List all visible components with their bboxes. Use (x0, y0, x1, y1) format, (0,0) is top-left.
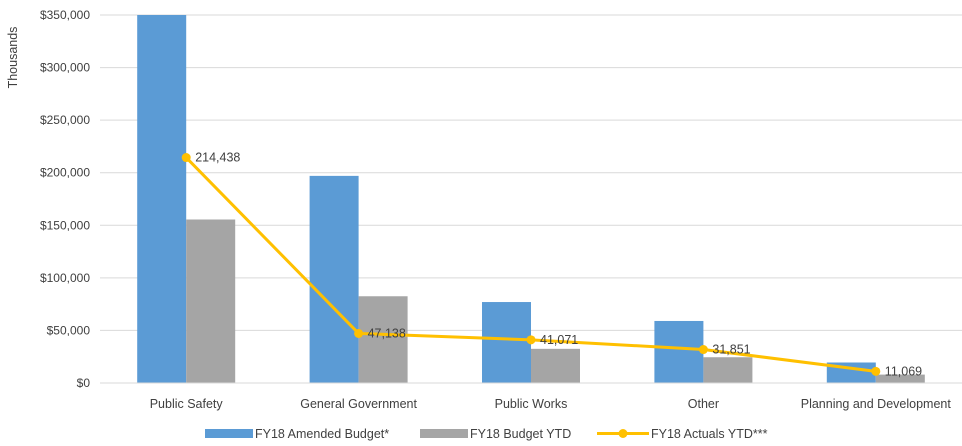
legend-swatch (205, 429, 253, 438)
x-category-label: Public Works (495, 397, 568, 411)
bars (137, 15, 925, 383)
data-label: 11,069 (885, 364, 922, 378)
y-tick-label: $300,000 (40, 61, 90, 75)
actuals-point (871, 366, 881, 376)
x-category-label: General Government (300, 397, 417, 411)
amended-budget-bar (482, 302, 531, 383)
actuals-line-series (181, 153, 881, 376)
budget-ytd-bar (703, 357, 753, 383)
legend: FY18 Amended Budget* FY18 Budget YTD FY18 … (205, 427, 768, 441)
data-labels: 214,438 47,138 41,071 31,851 11,069 (195, 151, 922, 379)
data-label: 214,438 (195, 151, 240, 165)
actuals-point (698, 345, 708, 355)
budget-ytd-bar (531, 348, 580, 383)
actuals-point (181, 153, 191, 163)
amended-budget-bar (309, 175, 359, 383)
x-category-label: Other (688, 397, 719, 411)
budget-ytd-bar (875, 374, 925, 383)
y-tick-label: $150,000 (40, 218, 90, 232)
actuals-point (526, 335, 536, 345)
y-tick-label: $250,000 (40, 113, 90, 127)
data-label: 41,071 (540, 333, 578, 347)
amended-budget-bar (137, 15, 187, 383)
y-axis-ticks: $0 $50,000 $100,000 $150,000 $200,000 $250,00… (40, 8, 90, 390)
gridlines (100, 14, 962, 331)
legend-label: FY18 Actuals YTD*** (651, 427, 768, 441)
legend-marker (618, 429, 628, 438)
y-tick-label: $50,000 (47, 323, 91, 337)
actuals-point (354, 328, 364, 338)
x-axis-categories: Public Safety General Government Public Wo… (150, 397, 952, 411)
x-category-label: Public Safety (150, 397, 224, 411)
y-tick-label: $100,000 (40, 271, 90, 285)
y-tick-label: $350,000 (40, 8, 90, 22)
budget-ytd-bar (186, 219, 236, 383)
legend-swatch (420, 429, 468, 438)
data-label: 47,138 (368, 326, 406, 340)
y-axis-title: Thousands (6, 27, 20, 89)
x-category-label: Planning and Development (801, 397, 952, 411)
budget-ytd-bar (358, 296, 408, 383)
data-label: 31,851 (712, 343, 750, 357)
y-tick-label: $0 (77, 376, 91, 390)
amended-budget-bar (654, 320, 704, 383)
legend-label: FY18 Amended Budget* (255, 427, 389, 441)
legend-label: FY18 Budget YTD (470, 427, 571, 441)
y-tick-label: $200,000 (40, 166, 90, 180)
